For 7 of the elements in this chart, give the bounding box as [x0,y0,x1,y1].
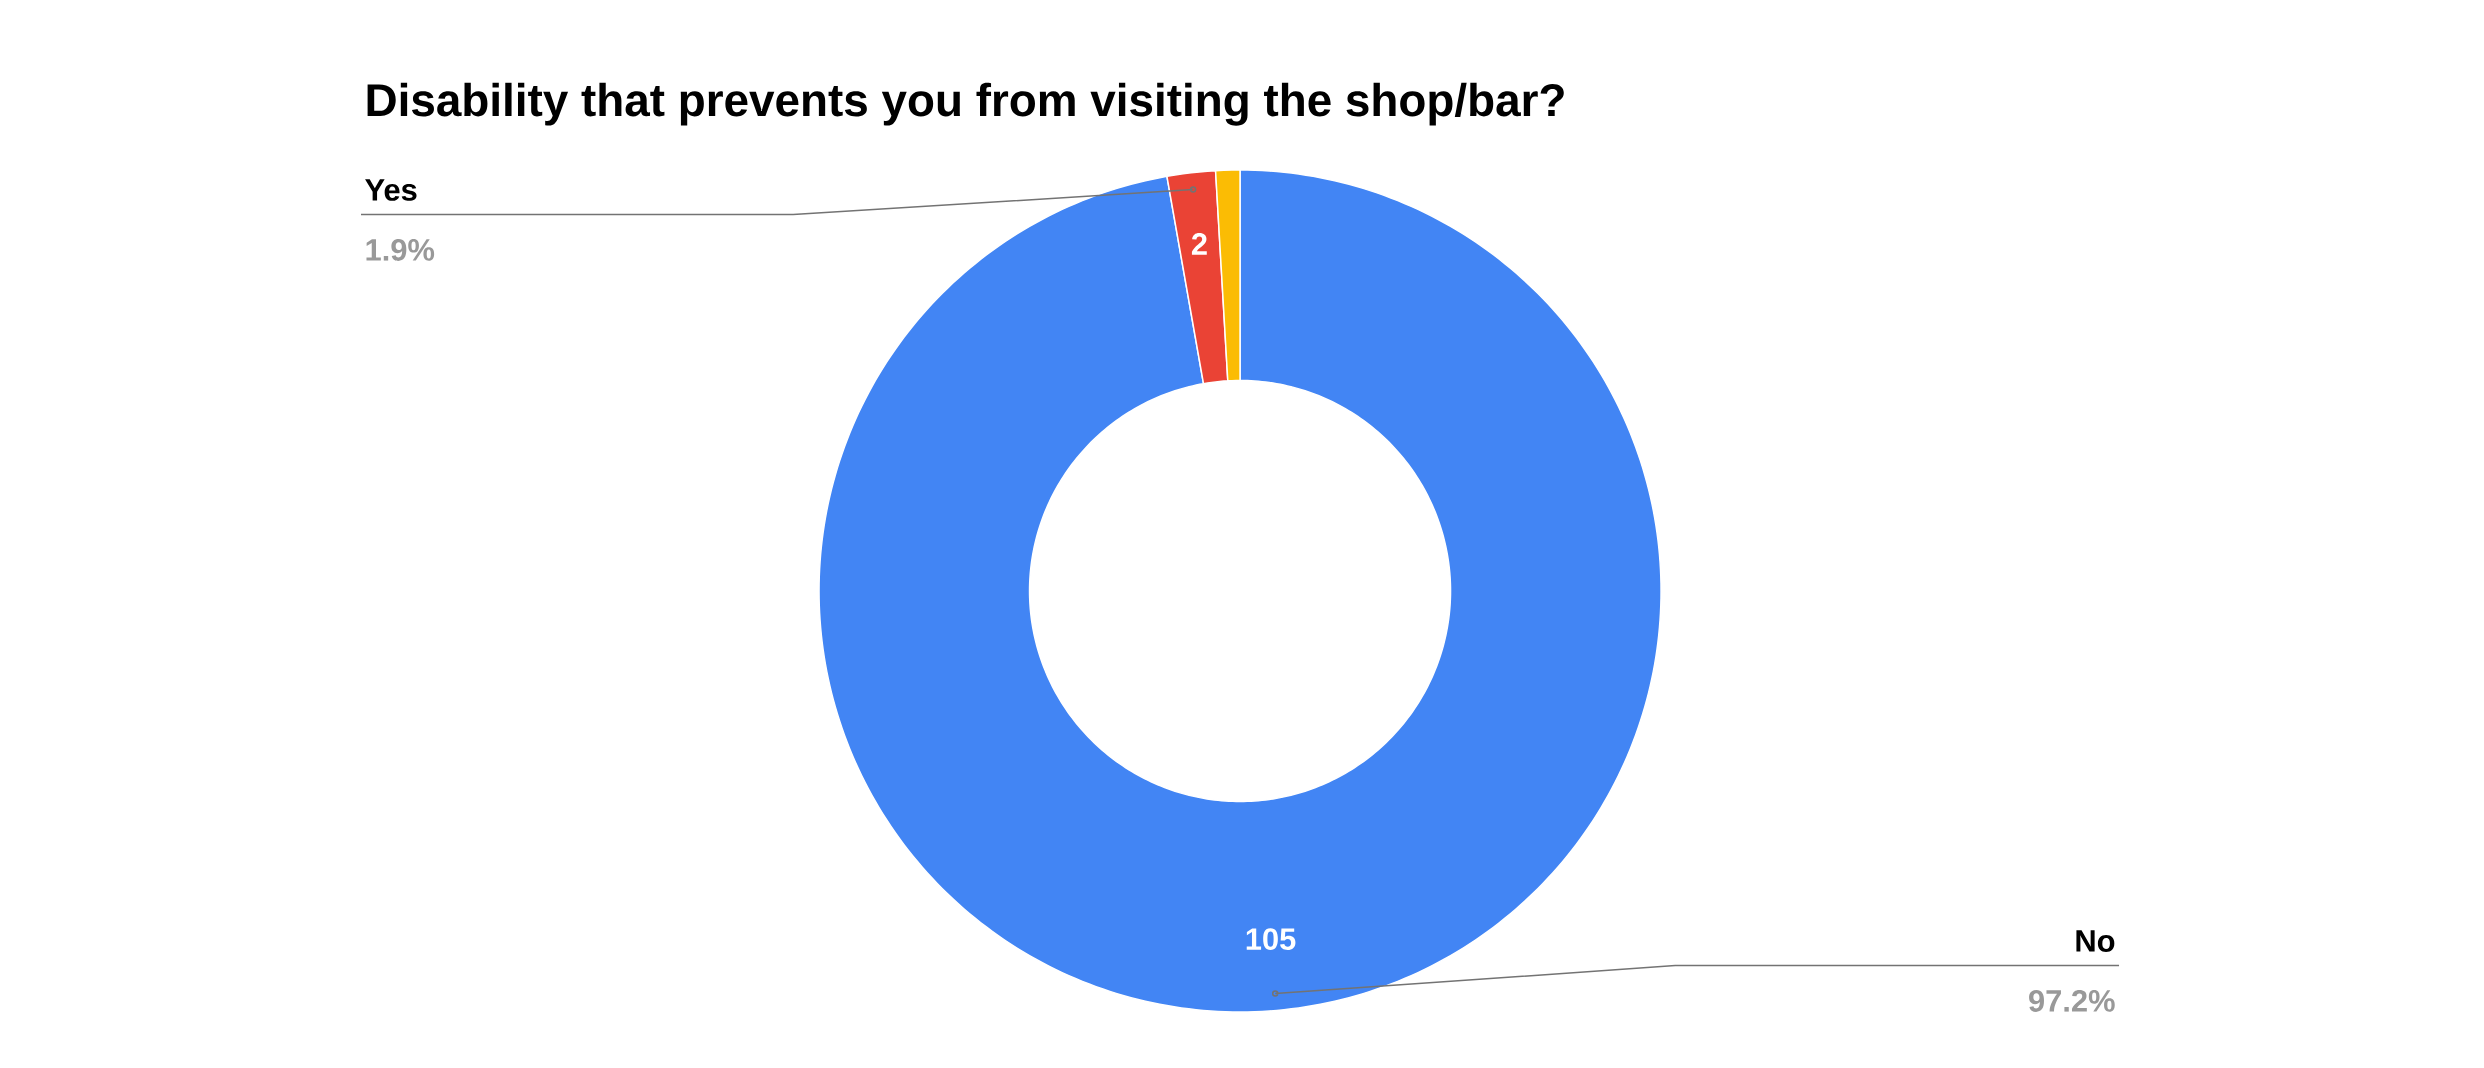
text: 1.9% [366,239,435,261]
slice-label: No [2076,930,2115,952]
data-label: 105 [1246,928,1296,951]
chart-title: Disability that prevents you from visiting the shop/bar? [367,82,1564,126]
slice-label: Yes [365,179,417,201]
text: 97.2% [2029,990,2115,1012]
data-label: 2 [1191,233,1207,255]
